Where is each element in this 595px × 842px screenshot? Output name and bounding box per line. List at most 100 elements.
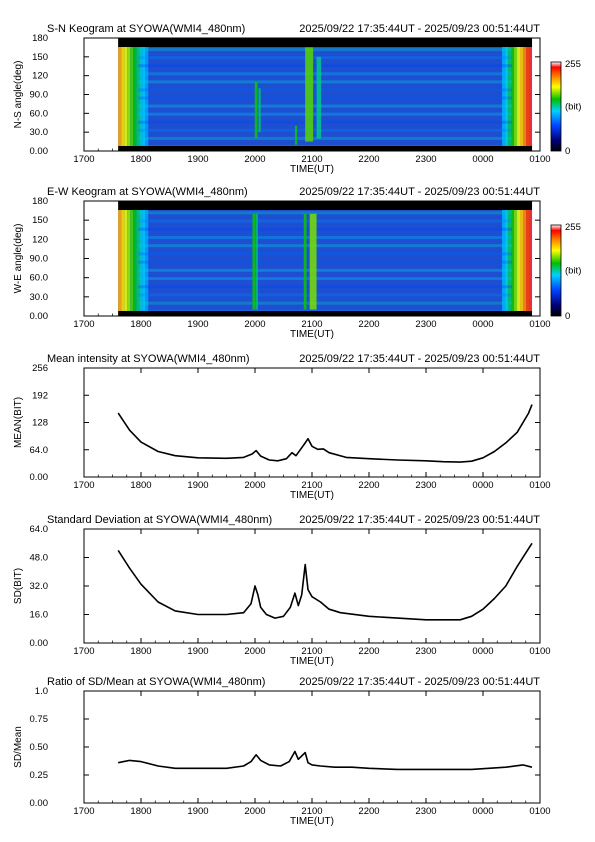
y-tick-label: 120	[32, 71, 48, 82]
keogram-edge-column	[127, 201, 131, 316]
x-tick-label: 1800	[130, 480, 151, 491]
x-tick-label: 1900	[187, 480, 208, 491]
keogram-edge-column	[529, 38, 533, 151]
x-tick-label: 2000	[244, 154, 265, 165]
y-tick-label: 0.25	[30, 770, 49, 781]
x-tick-label: 1900	[187, 806, 208, 817]
x-axis-label: TIME(UT)	[290, 329, 334, 340]
keogram-texture-band	[138, 120, 513, 124]
y-tick-label: 32.0	[30, 581, 49, 592]
keogram-edge-column	[526, 201, 530, 316]
x-tick-label: 2300	[415, 646, 436, 657]
x-tick-label: 2000	[244, 806, 265, 817]
y-tick-label: 0.00	[30, 638, 49, 649]
y-tick-label: 64.0	[30, 445, 49, 456]
x-tick-label: 0000	[472, 646, 493, 657]
keogram-edge-column	[133, 201, 137, 316]
y-axis-label: MEAN(BIT)	[13, 397, 24, 448]
y-tick-label: 180	[32, 33, 48, 44]
panel-1: S-N Keogram at SYOWA(WMI4_480nm) 2025/09/…	[13, 23, 581, 175]
panel-title: Ratio of SD/Mean at SYOWA(WMI4_480nm)	[47, 676, 265, 688]
keogram-image	[118, 38, 533, 151]
keogram-edge-column	[508, 38, 512, 151]
keogram-edge-column	[511, 38, 515, 151]
keogram-edge-column	[517, 38, 521, 151]
keogram-feature	[294, 125, 298, 145]
keogram-image	[118, 201, 533, 316]
keogram-edge-column	[502, 201, 506, 316]
keogram-texture-band	[138, 72, 513, 76]
keogram-edge-column	[517, 201, 521, 316]
keogram-edge-column	[526, 38, 530, 151]
plot-frame	[83, 528, 541, 644]
keogram-texture-band	[138, 64, 513, 68]
keogram-feature	[305, 47, 314, 142]
keogram-feature	[303, 213, 307, 310]
keogram-edge-column	[523, 38, 527, 151]
keogram-edge-column	[139, 201, 143, 316]
keogram-edge-column	[529, 201, 533, 316]
y-tick-label: 16.0	[30, 610, 49, 621]
x-tick-label: 0100	[529, 646, 550, 657]
y-tick-label: 120	[32, 234, 48, 245]
keogram-edge-column	[136, 38, 140, 151]
x-tick-label: 1800	[130, 319, 151, 330]
x-tick-label: 1800	[130, 806, 151, 817]
panel-time-range: 2025/09/22 17:35:44UT - 2025/09/23 00:51…	[299, 353, 540, 365]
x-tick-label: 2200	[358, 319, 379, 330]
keogram-feature	[252, 213, 256, 310]
y-tick-label: 0.00	[30, 472, 49, 483]
plot-frame	[83, 690, 541, 804]
x-tick-label: 2200	[358, 806, 379, 817]
panel-title: E-W Keogram at SYOWA(WMI4_480nm)	[47, 186, 248, 198]
panel-time-range: 2025/09/22 17:35:44UT - 2025/09/23 00:51…	[299, 514, 540, 526]
keogram-edge-column	[508, 201, 512, 316]
x-tick-label: 0000	[472, 154, 493, 165]
y-tick-label: 128	[32, 418, 48, 429]
keogram-edge-column	[145, 38, 149, 151]
y-tick-label: 192	[32, 390, 48, 401]
keogram-texture-band	[138, 211, 513, 215]
keogram-feature	[316, 56, 322, 139]
x-axis-label: TIME(UT)	[290, 164, 334, 175]
keogram-edge-column	[121, 38, 125, 151]
x-tick-label: 0000	[472, 480, 493, 491]
y-tick-label: 90.0	[30, 90, 49, 101]
y-tick-label: 64.0	[30, 524, 49, 535]
x-tick-label: 0000	[472, 806, 493, 817]
y-tick-label: 0.50	[30, 742, 49, 753]
y-axis-label: N-S angle(deg)	[13, 61, 24, 129]
keogram-edge-column	[133, 38, 137, 151]
keogram-bottom-band	[118, 311, 533, 316]
panel-title: S-N Keogram at SYOWA(WMI4_480nm)	[47, 23, 245, 35]
x-axis-label: TIME(UT)	[290, 490, 334, 501]
keogram-texture-band	[138, 112, 513, 116]
x-tick-label: 0100	[529, 806, 550, 817]
keogram-texture-band	[138, 268, 513, 272]
x-tick-label: 1700	[73, 480, 94, 491]
panel-5: Ratio of SD/Mean at SYOWA(WMI4_480nm) 202…	[13, 676, 551, 827]
y-tick-label: 90.0	[30, 254, 49, 265]
keogram-texture-band	[138, 96, 513, 100]
keogram-texture-band	[138, 48, 513, 52]
keogram-feature	[258, 88, 261, 133]
x-tick-label: 2000	[244, 319, 265, 330]
x-tick-label: 0100	[529, 154, 550, 165]
x-tick-label: 2300	[415, 806, 436, 817]
keogram-top-band	[118, 38, 533, 47]
y-tick-label: 48.0	[30, 553, 49, 564]
x-tick-label: 1700	[73, 646, 94, 657]
y-tick-label: 0.00	[30, 798, 49, 809]
keogram-edge-column	[520, 201, 524, 316]
panel-time-range: 2025/09/22 17:35:44UT - 2025/09/23 00:51…	[299, 23, 540, 35]
colorbar-unit-label: (bit)	[565, 266, 581, 277]
keogram-feature	[254, 81, 258, 139]
keogram-edge-column	[139, 38, 143, 151]
x-tick-label: 1700	[73, 319, 94, 330]
keogram-texture-band	[138, 56, 513, 60]
keogram-edge-column	[130, 201, 134, 316]
keogram-texture-band	[138, 80, 513, 84]
y-axis-label: W-E angle(deg)	[13, 224, 24, 294]
colorbar-min-label: 0	[565, 311, 570, 322]
